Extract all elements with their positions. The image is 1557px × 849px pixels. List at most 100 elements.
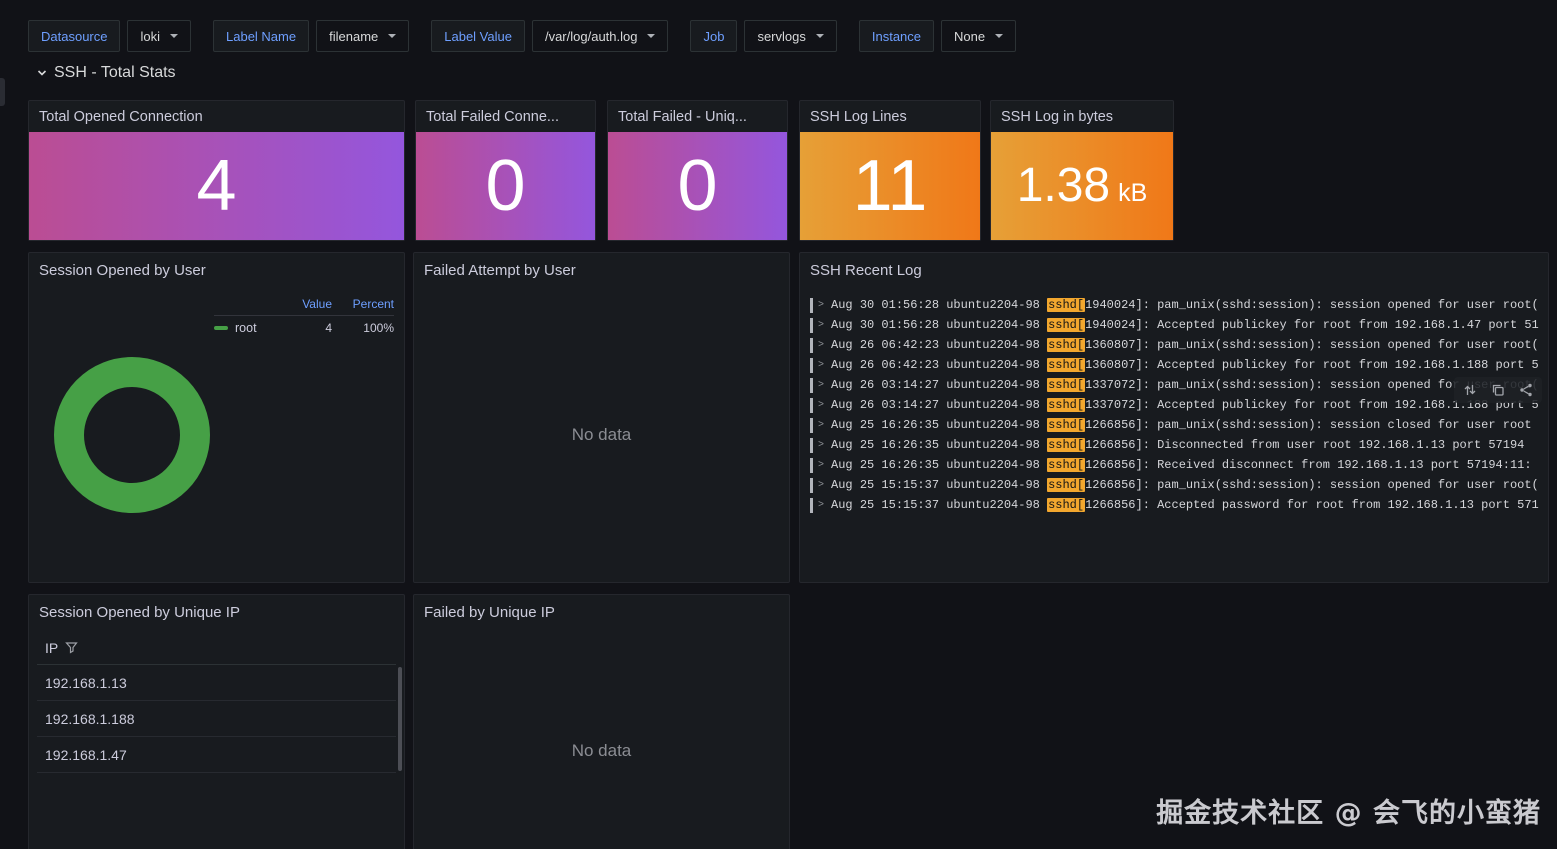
panel-title[interactable]: Failed by Unique IP: [424, 603, 555, 621]
log-expand-chevron[interactable]: >: [818, 319, 825, 331]
table-row[interactable]: 192.168.1.47: [37, 737, 396, 773]
donut-chart[interactable]: [29, 253, 404, 582]
log-rest: 1266856]: Received disconnect from 192.1…: [1085, 458, 1532, 472]
log-text: Aug 25 15:15:37 ubuntu2204-98 sshd[12668…: [831, 478, 1539, 492]
swap-vertical-icon[interactable]: [1462, 382, 1478, 398]
log-row[interactable]: > Aug 26 06:42:23 ubuntu2204-98 sshd[136…: [810, 355, 1544, 375]
log-level-bar: [810, 397, 813, 413]
log-text: Aug 25 15:15:37 ubuntu2204-98 sshd[12668…: [831, 498, 1539, 512]
panel-title[interactable]: Session Opened by User: [39, 261, 206, 279]
log-row[interactable]: > Aug 25 15:15:37 ubuntu2204-98 sshd[126…: [810, 475, 1544, 495]
no-data-message: No data: [571, 741, 632, 760]
label-value-value: /var/log/auth.log: [544, 28, 638, 44]
job-value: servlogs: [757, 28, 806, 44]
panel-title[interactable]: Total Failed Conne...: [426, 108, 559, 125]
log-text: Aug 26 03:14:27 ubuntu2204-98 sshd[13370…: [831, 398, 1539, 412]
legend-series: root: [214, 321, 284, 335]
log-expand-chevron[interactable]: >: [818, 499, 825, 511]
share-icon[interactable]: [1518, 382, 1534, 398]
legend-percent-header[interactable]: Percent: [352, 297, 394, 311]
log-row[interactable]: > Aug 25 16:26:35 ubuntu2204-98 sshd[126…: [810, 415, 1544, 435]
panel-failed-by-user: Failed Attempt by User No data: [413, 252, 790, 583]
log-rest: 1940024]: Accepted publickey for root fr…: [1085, 318, 1539, 332]
panel-title[interactable]: SSH Log Lines: [810, 108, 907, 125]
log-row[interactable]: > Aug 26 03:14:27 ubuntu2204-98 sshd[133…: [810, 395, 1544, 415]
stat-value-area: 0: [416, 132, 595, 240]
log-expand-chevron[interactable]: >: [818, 419, 825, 431]
log-prefix: Aug 30 01:56:28 ubuntu2204-98: [831, 298, 1048, 312]
datasource-select[interactable]: loki: [127, 20, 191, 52]
label-name-label: Label Name: [213, 20, 310, 52]
log-expand-chevron[interactable]: >: [818, 479, 825, 491]
log-expand-chevron[interactable]: >: [818, 459, 825, 471]
stat-value-area: 11: [800, 132, 980, 240]
log-level-bar: [810, 477, 813, 493]
copy-icon[interactable]: [1490, 382, 1506, 398]
datasource-label: Datasource: [28, 20, 121, 52]
log-level-bar: [810, 457, 813, 473]
log-row[interactable]: > Aug 25 16:26:35 ubuntu2204-98 sshd[126…: [810, 455, 1544, 475]
log-rest: 1266856]: Accepted password for root fro…: [1085, 498, 1539, 512]
log-rest: 1266856]: pam_unix(sshd:session): sessio…: [1085, 418, 1532, 432]
series-color-swatch: [214, 325, 228, 330]
stat-value-area: 4: [29, 132, 404, 240]
filter-icon[interactable]: [65, 641, 78, 654]
ip-table: IP 192.168.1.13 192.168.1.188 192.168.1.…: [37, 631, 396, 773]
panel-unique-ip: Session Opened by Unique IP IP 192.168.1…: [28, 594, 405, 849]
ip-cell: 192.168.1.188: [45, 710, 135, 727]
log-row[interactable]: > Aug 26 06:42:23 ubuntu2204-98 sshd[136…: [810, 335, 1544, 355]
log-rest: 1940024]: pam_unix(sshd:session): sessio…: [1085, 298, 1539, 312]
panel-title[interactable]: Failed Attempt by User: [424, 261, 576, 279]
log-expand-chevron[interactable]: >: [818, 379, 825, 391]
legend-row[interactable]: root 4 100%: [214, 316, 394, 339]
label-name-value: filename: [329, 28, 379, 44]
dashboard-row-toggle[interactable]: SSH - Total Stats: [36, 64, 176, 82]
log-row[interactable]: > Aug 25 16:26:35 ubuntu2204-98 sshd[126…: [810, 435, 1544, 455]
ip-cell: 192.168.1.47: [45, 746, 127, 763]
job-select[interactable]: servlogs: [744, 20, 837, 52]
stat-value-group: 1.38 kB: [1017, 162, 1148, 210]
panel-title[interactable]: Session Opened by Unique IP: [39, 603, 240, 621]
panel-title[interactable]: SSH Log in bytes: [1001, 108, 1114, 125]
log-expand-chevron[interactable]: >: [818, 339, 825, 351]
panel-title[interactable]: Total Failed - Uniq...: [618, 108, 747, 125]
table-scrollbar[interactable]: [398, 667, 402, 771]
log-row[interactable]: > Aug 30 01:56:28 ubuntu2204-98 sshd[194…: [810, 315, 1544, 335]
instance-select[interactable]: None: [941, 20, 1017, 52]
log-rest: 1360807]: Accepted publickey for root fr…: [1085, 358, 1539, 372]
log-level-bar: [810, 377, 813, 393]
log-expand-chevron[interactable]: >: [818, 299, 825, 311]
stat-value-area: 1.38 kB: [991, 132, 1173, 240]
left-edge-indicator: [0, 78, 5, 106]
log-expand-chevron[interactable]: >: [818, 439, 825, 451]
panel-title[interactable]: SSH Recent Log: [810, 261, 922, 279]
stat-value: 4: [196, 146, 237, 226]
log-prefix: Aug 26 06:42:23 ubuntu2204-98: [831, 358, 1048, 372]
watermark: 掘金技术社区 @ 会飞的小蛮猪: [1156, 798, 1541, 829]
chevron-down-icon: [815, 34, 824, 38]
table-row[interactable]: 192.168.1.13: [37, 665, 396, 701]
log-expand-chevron[interactable]: >: [818, 359, 825, 371]
filter-group-label-name: Label Name filename: [213, 20, 410, 52]
log-highlight: sshd[: [1047, 378, 1086, 392]
log-row[interactable]: > Aug 26 03:14:27 ubuntu2204-98 sshd[133…: [810, 375, 1544, 395]
log-expand-chevron[interactable]: >: [818, 399, 825, 411]
log-row[interactable]: > Aug 30 01:56:28 ubuntu2204-98 sshd[194…: [810, 295, 1544, 315]
log-level-bar: [810, 437, 813, 453]
log-row[interactable]: > Aug 25 15:15:37 ubuntu2204-98 sshd[126…: [810, 495, 1544, 515]
panel-ssh-recent-log: SSH Recent Log > Aug 30 01:56:28 ubuntu2…: [799, 252, 1549, 583]
log-prefix: Aug 30 01:56:28 ubuntu2204-98: [831, 318, 1048, 332]
stat-value-area: 0: [608, 132, 787, 240]
table-row[interactable]: 192.168.1.188: [37, 701, 396, 737]
chart-legend: Value Percent root 4 100%: [214, 293, 394, 339]
panel-title[interactable]: Total Opened Connection: [39, 108, 203, 125]
log-text: Aug 26 06:42:23 ubuntu2204-98 sshd[13608…: [831, 338, 1539, 352]
log-highlight: sshd[: [1047, 458, 1086, 472]
legend-value-header[interactable]: Value: [302, 297, 332, 311]
label-name-select[interactable]: filename: [316, 20, 410, 52]
log-prefix: Aug 26 03:14:27 ubuntu2204-98: [831, 398, 1048, 412]
label-value-select[interactable]: /var/log/auth.log: [531, 20, 669, 52]
column-header-ip[interactable]: IP: [37, 631, 396, 665]
log-highlight: sshd[: [1047, 398, 1086, 412]
